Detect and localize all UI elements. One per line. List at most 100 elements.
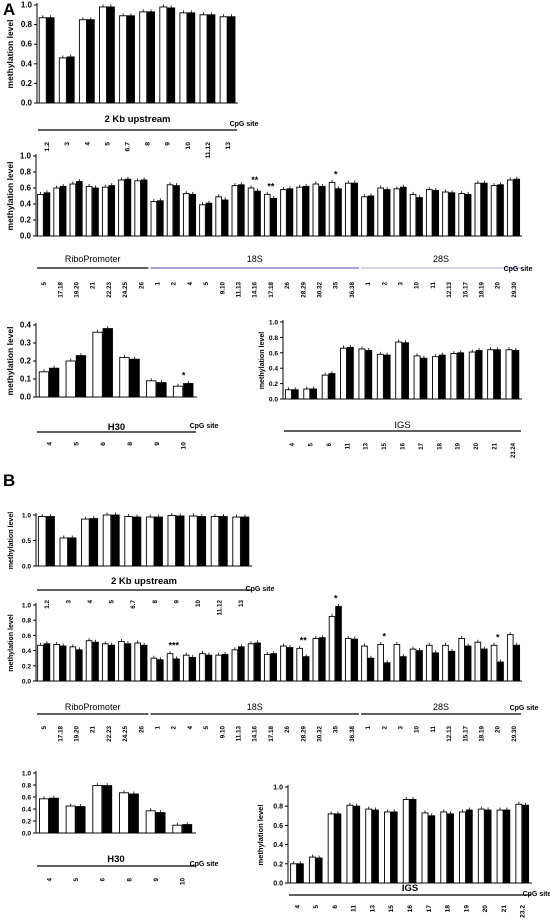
a-main-bar-open xyxy=(69,183,77,237)
b-igs-y-tick-label: 1.0 xyxy=(273,785,283,792)
a-igs-bar-open xyxy=(487,349,495,400)
b-main-bar-open xyxy=(215,654,222,682)
a-upstream-cpg-site-label: 9 xyxy=(165,142,172,146)
a-main-y-tick-label: 0.8 xyxy=(20,168,32,177)
a-main-cpg-site-label: 17.18 xyxy=(57,282,64,298)
b-igs-bar-open xyxy=(308,856,316,884)
b-main-bar-filled xyxy=(108,644,116,682)
a-igs-region-label: IGS xyxy=(394,420,410,431)
a-main-bar-filled xyxy=(432,189,440,237)
a-upstream-bar-open xyxy=(199,14,208,104)
b-main-bar-filled xyxy=(270,653,278,682)
b-upstream-bar-filled xyxy=(240,516,250,567)
a-main-bar-filled xyxy=(92,187,99,237)
b-igs-cpg-site-label: 16 xyxy=(407,905,414,913)
b-upstream-bar-open xyxy=(124,516,133,567)
a-main-bar-open xyxy=(490,185,498,237)
b-h30-cpg-site-label: 9 xyxy=(153,878,160,882)
b-h30-bar-open xyxy=(65,805,76,834)
b-igs-bar-open xyxy=(365,808,373,884)
a-main-bar-open xyxy=(263,193,271,237)
a-main-bar-open xyxy=(425,189,433,237)
a-main-bar-open xyxy=(199,204,206,237)
b-igs-y-tick-label: 0.2 xyxy=(273,861,283,868)
a-h30-bar-filled xyxy=(75,355,87,398)
a-main-bar-filled xyxy=(302,185,310,237)
a-igs-y-tick-label: 1.0 xyxy=(269,320,278,327)
a-main-cpg-site-label: 11.13 xyxy=(236,282,243,298)
b-main-bar-filled xyxy=(367,657,375,682)
b-h30-y-tick-label: 0.4 xyxy=(22,807,31,814)
a-main-cpg-site-label: 26 xyxy=(138,282,145,290)
b-main-cpg-site-label: 19.20 xyxy=(74,726,81,742)
a-h30-region-label: H30 xyxy=(108,422,125,433)
b-h30-bar-filled xyxy=(182,824,193,834)
a-main-cpg-site-label: 26 xyxy=(284,282,291,290)
b-h30-bar-open xyxy=(39,798,49,834)
a-upstream-bar-open xyxy=(119,15,128,104)
a-igs-bar-filled xyxy=(420,357,428,400)
b-main-significance-mark: * xyxy=(334,594,338,604)
b-upstream-cpg-site-label: 1.2 xyxy=(44,600,51,609)
b-main-bar-open xyxy=(85,640,93,682)
b-igs-bar-open xyxy=(384,811,391,884)
a-main-bar-filled xyxy=(400,186,407,237)
a-main-bar-open xyxy=(37,193,44,237)
a-main-bar-open xyxy=(134,180,141,237)
a-igs-bar-filled xyxy=(310,388,318,400)
a-upstream-bar-open xyxy=(99,6,108,104)
b-main-bar-filled xyxy=(351,638,359,682)
b-upstream-x-axis-label: CpG site xyxy=(246,586,275,593)
b-igs-bar-filled xyxy=(296,863,304,884)
a-main-cpg-site-label: 5 xyxy=(41,282,48,286)
b-upstream-bar-open xyxy=(81,518,90,567)
a-h30-bar-open xyxy=(119,356,130,398)
a-igs-bar-open xyxy=(358,348,366,400)
b-igs-bar-open xyxy=(477,808,485,884)
b-h30-bar-open xyxy=(92,785,103,834)
b-main-bar-open xyxy=(150,657,158,682)
a-igs-cpg-site-label: 19 xyxy=(456,442,462,449)
b-main-cpg-site-label: 17.18 xyxy=(57,726,64,742)
a-igs-bar-filled xyxy=(493,349,501,400)
a-igs-y-tick-label: 0.0 xyxy=(269,397,278,404)
a-upstream-cpg-site-label: 3 xyxy=(64,142,71,146)
b-h30-bar-filled xyxy=(102,785,113,834)
a-main-cpg-site-label: 12.13 xyxy=(446,282,453,298)
b-main-bar-filled xyxy=(481,648,488,682)
a-h30-bar-filled xyxy=(183,383,194,398)
a-main-cpg-site-label: 9.10 xyxy=(219,282,226,295)
b-main-bar-open xyxy=(69,646,77,682)
b-main-significance-mark: * xyxy=(383,632,387,642)
b-main-cpg-site-label: 12.13 xyxy=(446,726,453,742)
b-main-bar-open xyxy=(296,647,303,682)
a-main-bar-filled xyxy=(367,195,375,237)
a-main-bar-filled xyxy=(416,197,423,237)
a-upstream-x-axis-label: CpG site xyxy=(230,121,259,128)
b-igs-bar-filled xyxy=(428,815,436,884)
a-main-y-tick-label: 0.4 xyxy=(20,200,32,209)
b-igs-cpg-site-label: 13 xyxy=(369,905,376,913)
a-main-cpg-site-label: 14.16 xyxy=(252,282,259,298)
b-main-bar-filled xyxy=(302,656,310,682)
a-main-bar-filled xyxy=(481,182,488,237)
a-igs-cpg-site-label: 4 xyxy=(290,442,296,446)
b-upstream-bar-filled xyxy=(175,515,185,567)
a-igs-bar-open xyxy=(340,347,347,400)
a-h30-y-tick-label: 0.3 xyxy=(20,339,32,348)
a-main-region-label: RiboPromoter xyxy=(65,254,121,264)
a-igs-y-tick-label: 0.6 xyxy=(269,350,278,357)
a-main-cpg-site-label: 1 xyxy=(365,282,372,286)
b-upstream-cpg-site-label: 3 xyxy=(65,600,72,604)
b-upstream-bar-filled xyxy=(89,518,99,567)
b-main-bar-open xyxy=(166,653,174,682)
a-main-bar-open xyxy=(101,186,109,237)
b-h30-y-tick-label: 1.0 xyxy=(22,771,31,778)
a-igs-cpg-site-label: 6 xyxy=(327,442,333,446)
b-upstream-y-axis-label: methylation level xyxy=(7,512,15,570)
b-h30-y-tick-label: 0.0 xyxy=(22,831,31,838)
b-igs-bar-open xyxy=(402,799,410,884)
b-main-cpg-site-label: 14.16 xyxy=(252,726,259,742)
